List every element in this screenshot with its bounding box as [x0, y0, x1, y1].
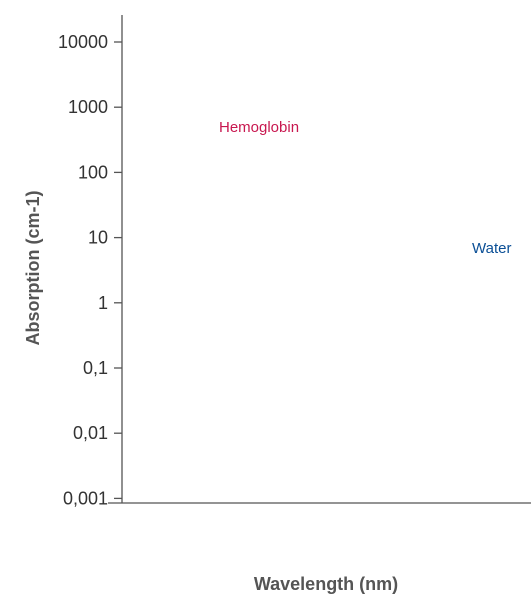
y-tick-label: 1: [98, 293, 108, 313]
y-tick-label: 1000: [68, 97, 108, 117]
y-tick-label: 10: [88, 228, 108, 248]
series-label-water: Water: [472, 240, 511, 257]
y-tick-label: 0,1: [83, 358, 108, 378]
y-tick-label: 10000: [58, 32, 108, 52]
x-axis-title: Wavelength (nm): [254, 574, 398, 594]
y-axis-title: Absorption (cm-1): [23, 190, 43, 345]
y-tick-label: 0,001: [63, 488, 108, 508]
series-label-hemoglobin: Hemoglobin: [219, 119, 299, 136]
axes: 1000010001001010,10,010,00150010002000Wa…: [23, 15, 531, 594]
text-labels: 8109801470HemoglobinWater: [219, 119, 511, 257]
y-tick-label: 100: [78, 162, 108, 182]
y-tick-label: 0,01: [73, 423, 108, 443]
